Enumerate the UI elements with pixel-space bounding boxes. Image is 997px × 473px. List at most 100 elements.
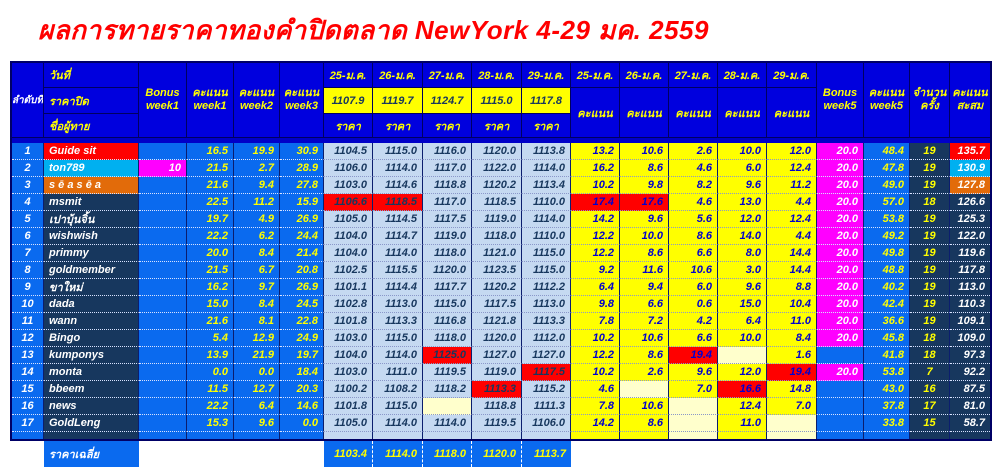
cell-bonus-week1[interactable]: [139, 398, 187, 415]
cell-day-score[interactable]: 11.0: [718, 415, 767, 432]
cell-week5-score[interactable]: 48.4: [864, 143, 910, 160]
cell-bonus-week1[interactable]: 10: [139, 160, 187, 177]
cell-price-guess[interactable]: 1104.0: [324, 228, 373, 245]
header-score-label[interactable]: คะแนน: [718, 88, 767, 138]
cell-day-score[interactable]: 7.8: [571, 398, 620, 415]
cell-bonus-week1[interactable]: [139, 194, 187, 211]
cell-day-score[interactable]: 0.6: [669, 296, 718, 313]
cell-day-score[interactable]: 9.8: [571, 296, 620, 313]
cell-bonus-week1[interactable]: [139, 415, 187, 432]
cell-price-guess[interactable]: 1118.8: [472, 398, 522, 415]
spacer-cell[interactable]: [12, 432, 44, 439]
cell-week1-score[interactable]: 15.0: [187, 296, 234, 313]
cell-price-guess[interactable]: 1118.5: [472, 194, 522, 211]
cell-day-score[interactable]: 16.6: [718, 381, 767, 398]
cell-day-score[interactable]: 17.4: [571, 194, 620, 211]
cell-price-guess[interactable]: 1127.0: [522, 347, 571, 364]
cell-total-score[interactable]: 117.8: [950, 262, 990, 279]
cell-price-guess[interactable]: 1114.0: [373, 245, 423, 262]
cell-price-guess[interactable]: 1119.0: [423, 228, 472, 245]
cell-player-name[interactable]: Guide sit: [44, 143, 139, 160]
cell-bonus-week1[interactable]: [139, 381, 187, 398]
cell-week1-score[interactable]: 22.5: [187, 194, 234, 211]
cell-price-guess[interactable]: 1118.0: [472, 228, 522, 245]
cell-guess-count[interactable]: 19: [910, 143, 950, 160]
cell-price-guess[interactable]: 1114.0: [423, 415, 472, 432]
cell-week1-score[interactable]: 21.5: [187, 262, 234, 279]
cell-day-score[interactable]: 19.4: [669, 347, 718, 364]
spacer-cell[interactable]: [910, 432, 950, 439]
header-close-price-label[interactable]: ราคาปิด: [44, 88, 139, 114]
cell-price-guess[interactable]: 1102.8: [324, 296, 373, 313]
cell-bonus-week1[interactable]: [139, 245, 187, 262]
cell-week3-score[interactable]: 18.4: [280, 364, 324, 381]
cell-bonus-week1[interactable]: [139, 177, 187, 194]
cell-day-score[interactable]: 10.0: [620, 228, 669, 245]
cell-week1-score[interactable]: 21.6: [187, 177, 234, 194]
cell-week5-score[interactable]: 49.0: [864, 177, 910, 194]
cell-week2-score[interactable]: 12.7: [234, 381, 280, 398]
cell-day-score[interactable]: 9.2: [571, 262, 620, 279]
cell-player-name[interactable]: primmy: [44, 245, 139, 262]
header-price-label[interactable]: ราคา: [472, 114, 522, 138]
cell-price-guess[interactable]: 1118.0: [423, 245, 472, 262]
header-date-score[interactable]: 29-ม.ค.: [767, 63, 817, 88]
cell-price-guess[interactable]: 1117.7: [423, 279, 472, 296]
cell-week2-score[interactable]: 6.4: [234, 398, 280, 415]
cell-price-guess[interactable]: 1118.5: [373, 194, 423, 211]
cell-player-name[interactable]: msmit: [44, 194, 139, 211]
cell-week1-score[interactable]: 5.4: [187, 330, 234, 347]
cell-bonus-week1[interactable]: [139, 330, 187, 347]
header-total-score[interactable]: คะแนน สะสม: [950, 63, 990, 138]
cell-price-guess[interactable]: 1113.0: [373, 296, 423, 313]
cell-week5-score[interactable]: 40.2: [864, 279, 910, 296]
cell-price-guess[interactable]: 1102.5: [324, 262, 373, 279]
cell-day-score[interactable]: 8.6: [620, 160, 669, 177]
cell-day-score[interactable]: 14.0: [718, 228, 767, 245]
cell-bonus-week5[interactable]: 20.0: [817, 262, 864, 279]
cell-week2-score[interactable]: 4.9: [234, 211, 280, 228]
header-score-week5[interactable]: คะแนน week5: [864, 63, 910, 138]
spacer-cell[interactable]: [423, 432, 472, 439]
spacer-cell[interactable]: [620, 432, 669, 439]
cell-price-guess[interactable]: 1123.5: [472, 262, 522, 279]
header-date-price[interactable]: 25-ม.ค.: [324, 63, 373, 88]
cell-player-name[interactable]: s ē a s ē a: [44, 177, 139, 194]
cell-day-score[interactable]: 10.6: [620, 398, 669, 415]
cell-guess-count[interactable]: 18: [910, 194, 950, 211]
cell-bonus-week1[interactable]: [139, 279, 187, 296]
cell-bonus-week5[interactable]: 20.0: [817, 245, 864, 262]
cell-total-score[interactable]: 126.6: [950, 194, 990, 211]
cell-price-guess[interactable]: 1101.8: [324, 313, 373, 330]
cell-day-score[interactable]: 16.2: [571, 160, 620, 177]
cell-price-guess[interactable]: 1101.1: [324, 279, 373, 296]
cell-day-score[interactable]: 4.2: [669, 313, 718, 330]
cell-total-score[interactable]: 110.3: [950, 296, 990, 313]
cell-bonus-week5[interactable]: 20.0: [817, 279, 864, 296]
cell-day-score[interactable]: 12.4: [767, 160, 817, 177]
cell-average-price[interactable]: 1118.0: [423, 441, 472, 467]
cell-bonus-week5[interactable]: 20.0: [817, 228, 864, 245]
cell-price-guess[interactable]: 1103.0: [324, 364, 373, 381]
cell-day-score[interactable]: 8.6: [620, 347, 669, 364]
cell-day-score[interactable]: 4.4: [767, 228, 817, 245]
cell-guess-count[interactable]: 19: [910, 245, 950, 262]
cell-day-score[interactable]: 10.4: [767, 296, 817, 313]
spacer-cell[interactable]: [950, 432, 990, 439]
cell-day-score[interactable]: 14.2: [571, 415, 620, 432]
cell-price-guess[interactable]: 1115.0: [522, 262, 571, 279]
cell-price-guess[interactable]: 1114.5: [373, 211, 423, 228]
cell-price-guess[interactable]: 1106.0: [522, 415, 571, 432]
cell-rank[interactable]: 6: [12, 228, 44, 245]
cell-price-guess[interactable]: 1115.0: [373, 398, 423, 415]
cell-price-guess[interactable]: 1118.8: [423, 177, 472, 194]
header-close-price[interactable]: 1115.0: [472, 88, 522, 114]
cell-price-guess[interactable]: 1111.3: [522, 398, 571, 415]
header-bonus-week1[interactable]: Bonus week1: [139, 63, 187, 138]
header-date-price[interactable]: 26-ม.ค.: [373, 63, 423, 88]
cell-week2-score[interactable]: 2.7: [234, 160, 280, 177]
cell-week2-score[interactable]: 6.2: [234, 228, 280, 245]
cell-week5-score[interactable]: 48.8: [864, 262, 910, 279]
cell-total-score[interactable]: 97.3: [950, 347, 990, 364]
cell-week1-score[interactable]: 11.5: [187, 381, 234, 398]
